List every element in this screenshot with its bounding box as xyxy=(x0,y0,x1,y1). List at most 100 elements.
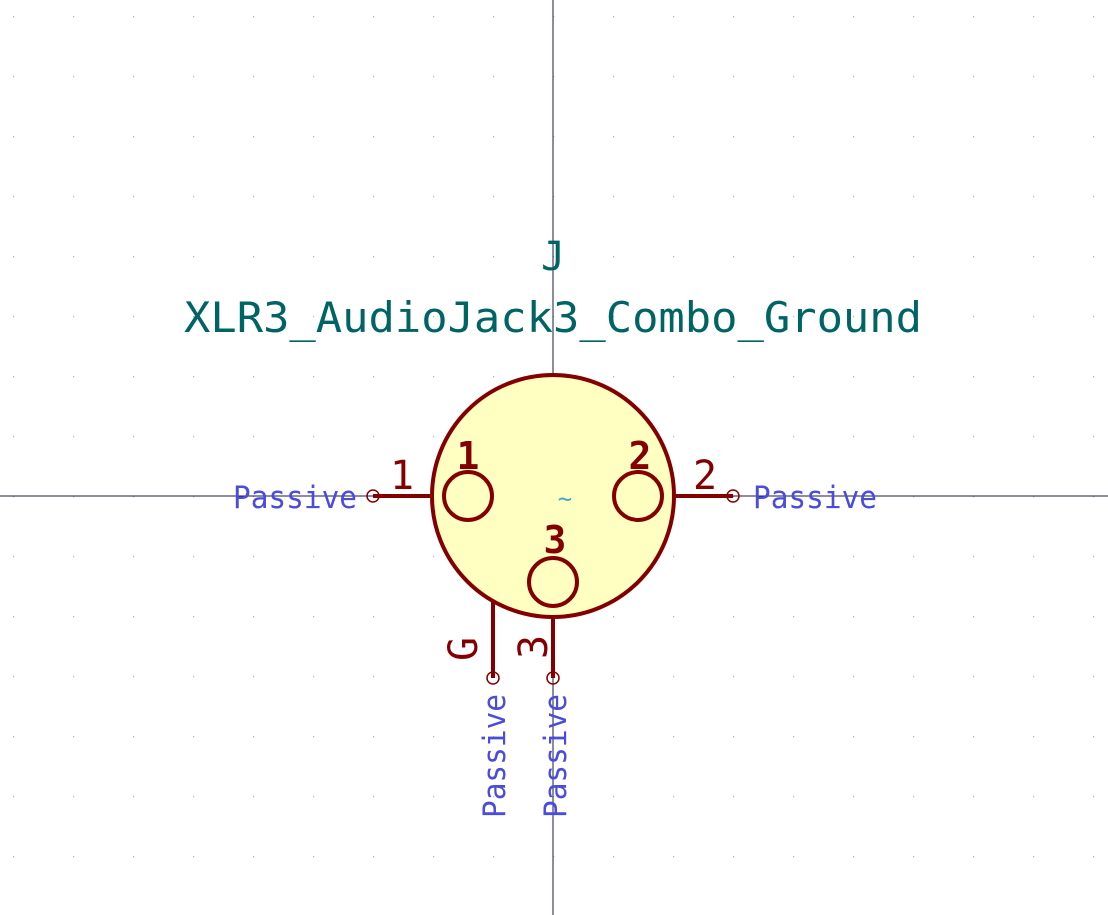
grid-dot xyxy=(973,736,975,738)
grid-dot xyxy=(133,136,135,138)
grid-dot xyxy=(373,376,375,378)
grid-dot xyxy=(793,616,795,618)
grid-dots xyxy=(13,16,1095,858)
grid-dot xyxy=(553,256,555,258)
grid-dot xyxy=(253,196,255,198)
grid-dot xyxy=(913,256,915,258)
grid-dot xyxy=(193,196,195,198)
grid-dot xyxy=(433,256,435,258)
grid-dot xyxy=(73,256,75,258)
grid-dot xyxy=(553,856,555,858)
grid-dot xyxy=(13,556,15,558)
grid-dot xyxy=(313,376,315,378)
grid-dot xyxy=(253,616,255,618)
grid-dot xyxy=(853,736,855,738)
grid-dot xyxy=(13,136,15,138)
grid-dot xyxy=(1093,316,1095,318)
grid-dot xyxy=(433,196,435,198)
grid-dot xyxy=(193,496,195,498)
contact-2-socket xyxy=(612,470,664,522)
grid-dot xyxy=(73,136,75,138)
grid-dot xyxy=(1033,136,1035,138)
pin-2[interactable]: 2 Passive xyxy=(673,453,877,516)
pin-g-endpoint[interactable] xyxy=(486,671,500,685)
grid-dot xyxy=(973,796,975,798)
grid-dot xyxy=(13,16,15,18)
grid-dot xyxy=(133,76,135,78)
grid-dot xyxy=(1033,736,1035,738)
grid-dot xyxy=(373,256,375,258)
grid-dot xyxy=(73,76,75,78)
pin-3[interactable]: 3 Passive xyxy=(511,609,574,818)
grid-dot xyxy=(553,796,555,798)
grid-dot xyxy=(913,376,915,378)
grid-dot xyxy=(793,256,795,258)
grid-dot xyxy=(913,196,915,198)
pin-1[interactable]: 1 Passive xyxy=(233,453,433,516)
grid-dot xyxy=(793,796,795,798)
grid-dot xyxy=(493,376,495,378)
grid-dot xyxy=(433,676,435,678)
pin-g-number: G xyxy=(441,637,487,661)
connector-outline xyxy=(430,373,676,619)
xlr-connector-body[interactable]: 1 2 3 ~ xyxy=(430,373,676,619)
grid-dot xyxy=(913,616,915,618)
grid-dot xyxy=(133,496,135,498)
grid-dot xyxy=(853,76,855,78)
grid-dot xyxy=(493,856,495,858)
grid-dot xyxy=(733,856,735,858)
grid-dot xyxy=(73,196,75,198)
grid-dot xyxy=(733,616,735,618)
grid-dot xyxy=(793,76,795,78)
grid-dot xyxy=(793,196,795,198)
grid-dot xyxy=(313,856,315,858)
grid-dot xyxy=(793,136,795,138)
grid-dot xyxy=(313,556,315,558)
grid-dot xyxy=(793,496,795,498)
grid-dot xyxy=(913,16,915,18)
pin-g[interactable]: G Passive xyxy=(441,601,513,818)
grid-dot xyxy=(313,676,315,678)
grid-dot xyxy=(673,856,675,858)
grid-dot xyxy=(1033,256,1035,258)
grid-dot xyxy=(13,196,15,198)
grid-dot xyxy=(433,796,435,798)
grid-dot xyxy=(73,376,75,378)
grid-dot xyxy=(793,436,795,438)
grid-dot xyxy=(313,136,315,138)
grid-dot xyxy=(733,16,735,18)
grid-dot xyxy=(553,316,555,318)
grid-dot xyxy=(1093,556,1095,558)
pin-1-endpoint[interactable] xyxy=(366,489,380,503)
grid-dot xyxy=(493,316,495,318)
grid-dot xyxy=(733,376,735,378)
grid-dot xyxy=(493,196,495,198)
grid-dot xyxy=(673,676,675,678)
grid-dot xyxy=(193,76,195,78)
grid-dot xyxy=(253,16,255,18)
grid-dot xyxy=(1093,256,1095,258)
grid-dot xyxy=(733,736,735,738)
grid-dot xyxy=(673,376,675,378)
grid-dot xyxy=(433,616,435,618)
grid-dot xyxy=(313,796,315,798)
grid-dot xyxy=(193,676,195,678)
symbol-value-label[interactable]: XLR3_AudioJack3_Combo_Ground xyxy=(184,293,922,342)
grid-dot xyxy=(373,736,375,738)
grid-dot xyxy=(373,136,375,138)
reference-designator[interactable]: J xyxy=(541,234,565,280)
grid-dot xyxy=(313,196,315,198)
grid-dot xyxy=(973,556,975,558)
pin-3-endpoint[interactable] xyxy=(546,671,560,685)
grid-dot xyxy=(133,616,135,618)
grid-dot xyxy=(1033,496,1035,498)
pin-2-endpoint[interactable] xyxy=(726,489,740,503)
grid-dot xyxy=(13,496,15,498)
grid-dot xyxy=(133,16,135,18)
grid-dot xyxy=(913,556,915,558)
grid-dot xyxy=(733,136,735,138)
grid-dot xyxy=(793,676,795,678)
grid-dot xyxy=(253,556,255,558)
grid-dot xyxy=(1093,736,1095,738)
